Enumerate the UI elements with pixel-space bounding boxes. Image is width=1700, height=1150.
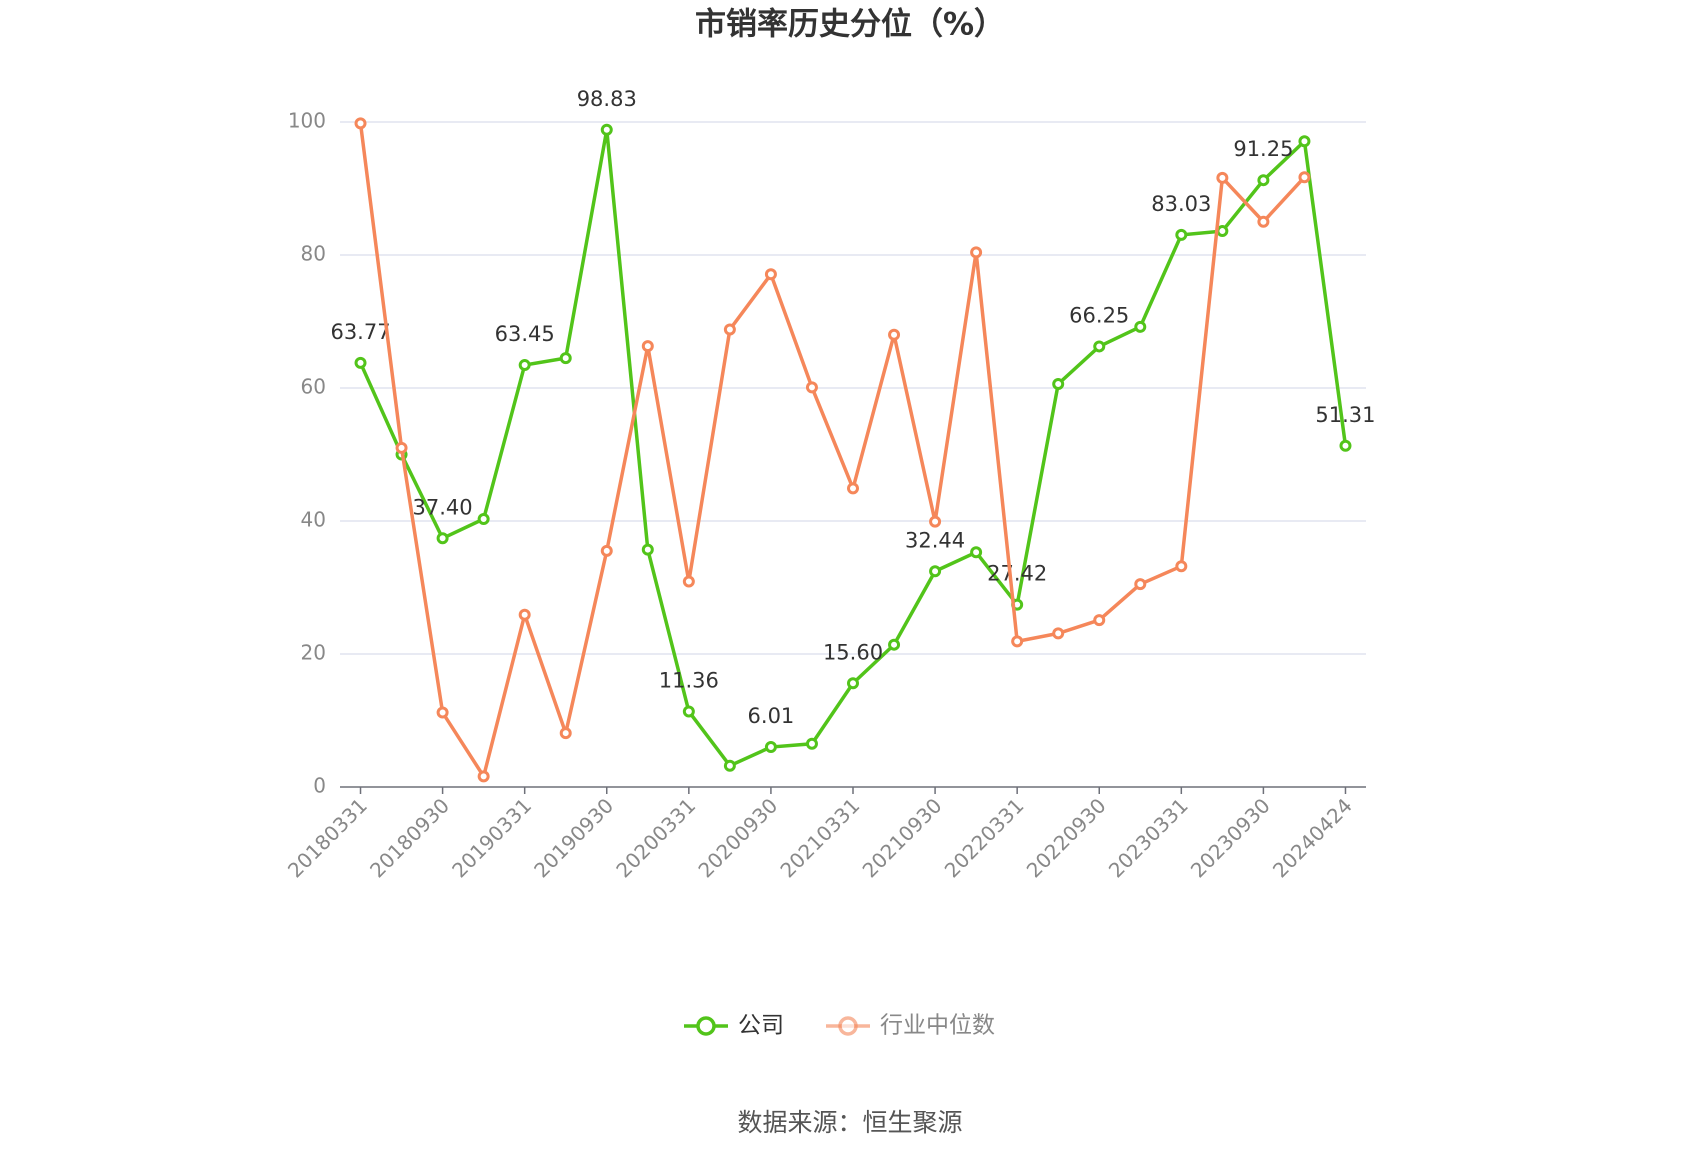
data-point bbox=[847, 677, 859, 690]
data-label: 11.36 bbox=[659, 668, 719, 692]
data-label: 66.25 bbox=[1069, 303, 1129, 327]
data-point bbox=[559, 352, 572, 365]
data-point bbox=[1257, 174, 1270, 187]
data-point bbox=[1257, 215, 1270, 228]
y-tick-label: 20 bbox=[301, 641, 326, 665]
series-line bbox=[358, 123, 1306, 781]
data-point bbox=[641, 340, 654, 353]
data-point bbox=[970, 546, 983, 559]
x-tick-label: 20240424 bbox=[1268, 793, 1357, 882]
x-tick-label: 20220930 bbox=[1022, 793, 1111, 882]
data-point bbox=[354, 356, 367, 369]
x-tick-label: 20190331 bbox=[447, 793, 536, 882]
data-point bbox=[1093, 614, 1106, 627]
y-tick-label: 100 bbox=[288, 109, 326, 133]
data-point bbox=[477, 513, 490, 526]
data-point bbox=[764, 741, 777, 754]
data-point bbox=[888, 638, 901, 651]
data-point bbox=[1298, 171, 1311, 184]
x-tick-label: 20180930 bbox=[365, 793, 454, 882]
data-point bbox=[929, 565, 942, 578]
data-point bbox=[1216, 171, 1229, 184]
data-point bbox=[1093, 340, 1106, 353]
data-label: 98.83 bbox=[577, 87, 637, 111]
data-point bbox=[682, 575, 695, 588]
data-point bbox=[518, 359, 531, 372]
data-point bbox=[1298, 135, 1311, 148]
data-point bbox=[641, 543, 654, 556]
x-tick-label: 20200331 bbox=[611, 793, 700, 882]
data-point bbox=[1134, 320, 1147, 333]
data-point bbox=[723, 759, 736, 772]
legend-marker bbox=[838, 1016, 858, 1036]
data-label: 15.60 bbox=[823, 640, 883, 664]
x-tick-label: 20210930 bbox=[858, 793, 947, 882]
series-line bbox=[358, 129, 1348, 768]
data-label: 51.31 bbox=[1315, 403, 1375, 427]
data-point bbox=[477, 770, 490, 783]
data-point bbox=[1175, 228, 1188, 241]
legend-label: 公司 bbox=[738, 1013, 784, 1039]
data-point bbox=[559, 727, 572, 740]
x-tick-label: 20220331 bbox=[940, 793, 1029, 882]
data-label: 83.03 bbox=[1151, 192, 1211, 216]
y-tick-label: 0 bbox=[313, 774, 326, 798]
data-label: 37.40 bbox=[413, 495, 473, 519]
data-point bbox=[805, 381, 818, 394]
data-point bbox=[764, 268, 777, 281]
data-point bbox=[436, 532, 449, 545]
data-point bbox=[847, 482, 859, 495]
data-point bbox=[723, 323, 736, 336]
y-tick-label: 80 bbox=[301, 242, 326, 266]
y-tick-label: 40 bbox=[301, 508, 326, 532]
data-point bbox=[1175, 560, 1188, 573]
y-tick-label: 60 bbox=[301, 375, 326, 399]
data-label: 63.45 bbox=[495, 322, 555, 346]
data-point bbox=[436, 706, 449, 719]
data-label: 32.44 bbox=[905, 528, 965, 552]
chart-title: 市销率历史分位（%） bbox=[695, 7, 1005, 43]
x-tick-label: 20180331 bbox=[283, 793, 372, 882]
data-point bbox=[1011, 635, 1024, 648]
data-point bbox=[1216, 225, 1229, 238]
data-point bbox=[600, 123, 613, 136]
data-point bbox=[354, 117, 367, 130]
data-point bbox=[805, 737, 818, 750]
data-point bbox=[1052, 378, 1065, 391]
x-tick-label: 20230331 bbox=[1104, 793, 1193, 882]
data-point bbox=[682, 705, 695, 718]
data-point bbox=[600, 544, 613, 557]
x-tick-label: 20190930 bbox=[529, 793, 618, 882]
legend-marker bbox=[696, 1016, 716, 1036]
x-tick-label: 20200930 bbox=[693, 793, 782, 882]
data-label: 91.25 bbox=[1233, 137, 1293, 161]
data-point bbox=[929, 515, 942, 528]
source-note: 数据来源：恒生聚源 bbox=[737, 1108, 962, 1137]
data-label: 27.42 bbox=[987, 562, 1047, 586]
x-tick-label: 20210331 bbox=[775, 793, 864, 882]
data-point bbox=[1134, 578, 1147, 591]
data-point bbox=[1339, 439, 1352, 452]
data-point bbox=[970, 246, 983, 259]
data-label: 63.77 bbox=[330, 320, 390, 344]
data-point bbox=[518, 608, 531, 621]
data-point bbox=[888, 328, 901, 341]
x-tick-label: 20230930 bbox=[1186, 793, 1275, 882]
data-point bbox=[1052, 627, 1065, 640]
legend-label: 行业中位数 bbox=[880, 1013, 995, 1039]
data-point bbox=[395, 441, 408, 454]
data-label: 6.01 bbox=[748, 704, 795, 728]
